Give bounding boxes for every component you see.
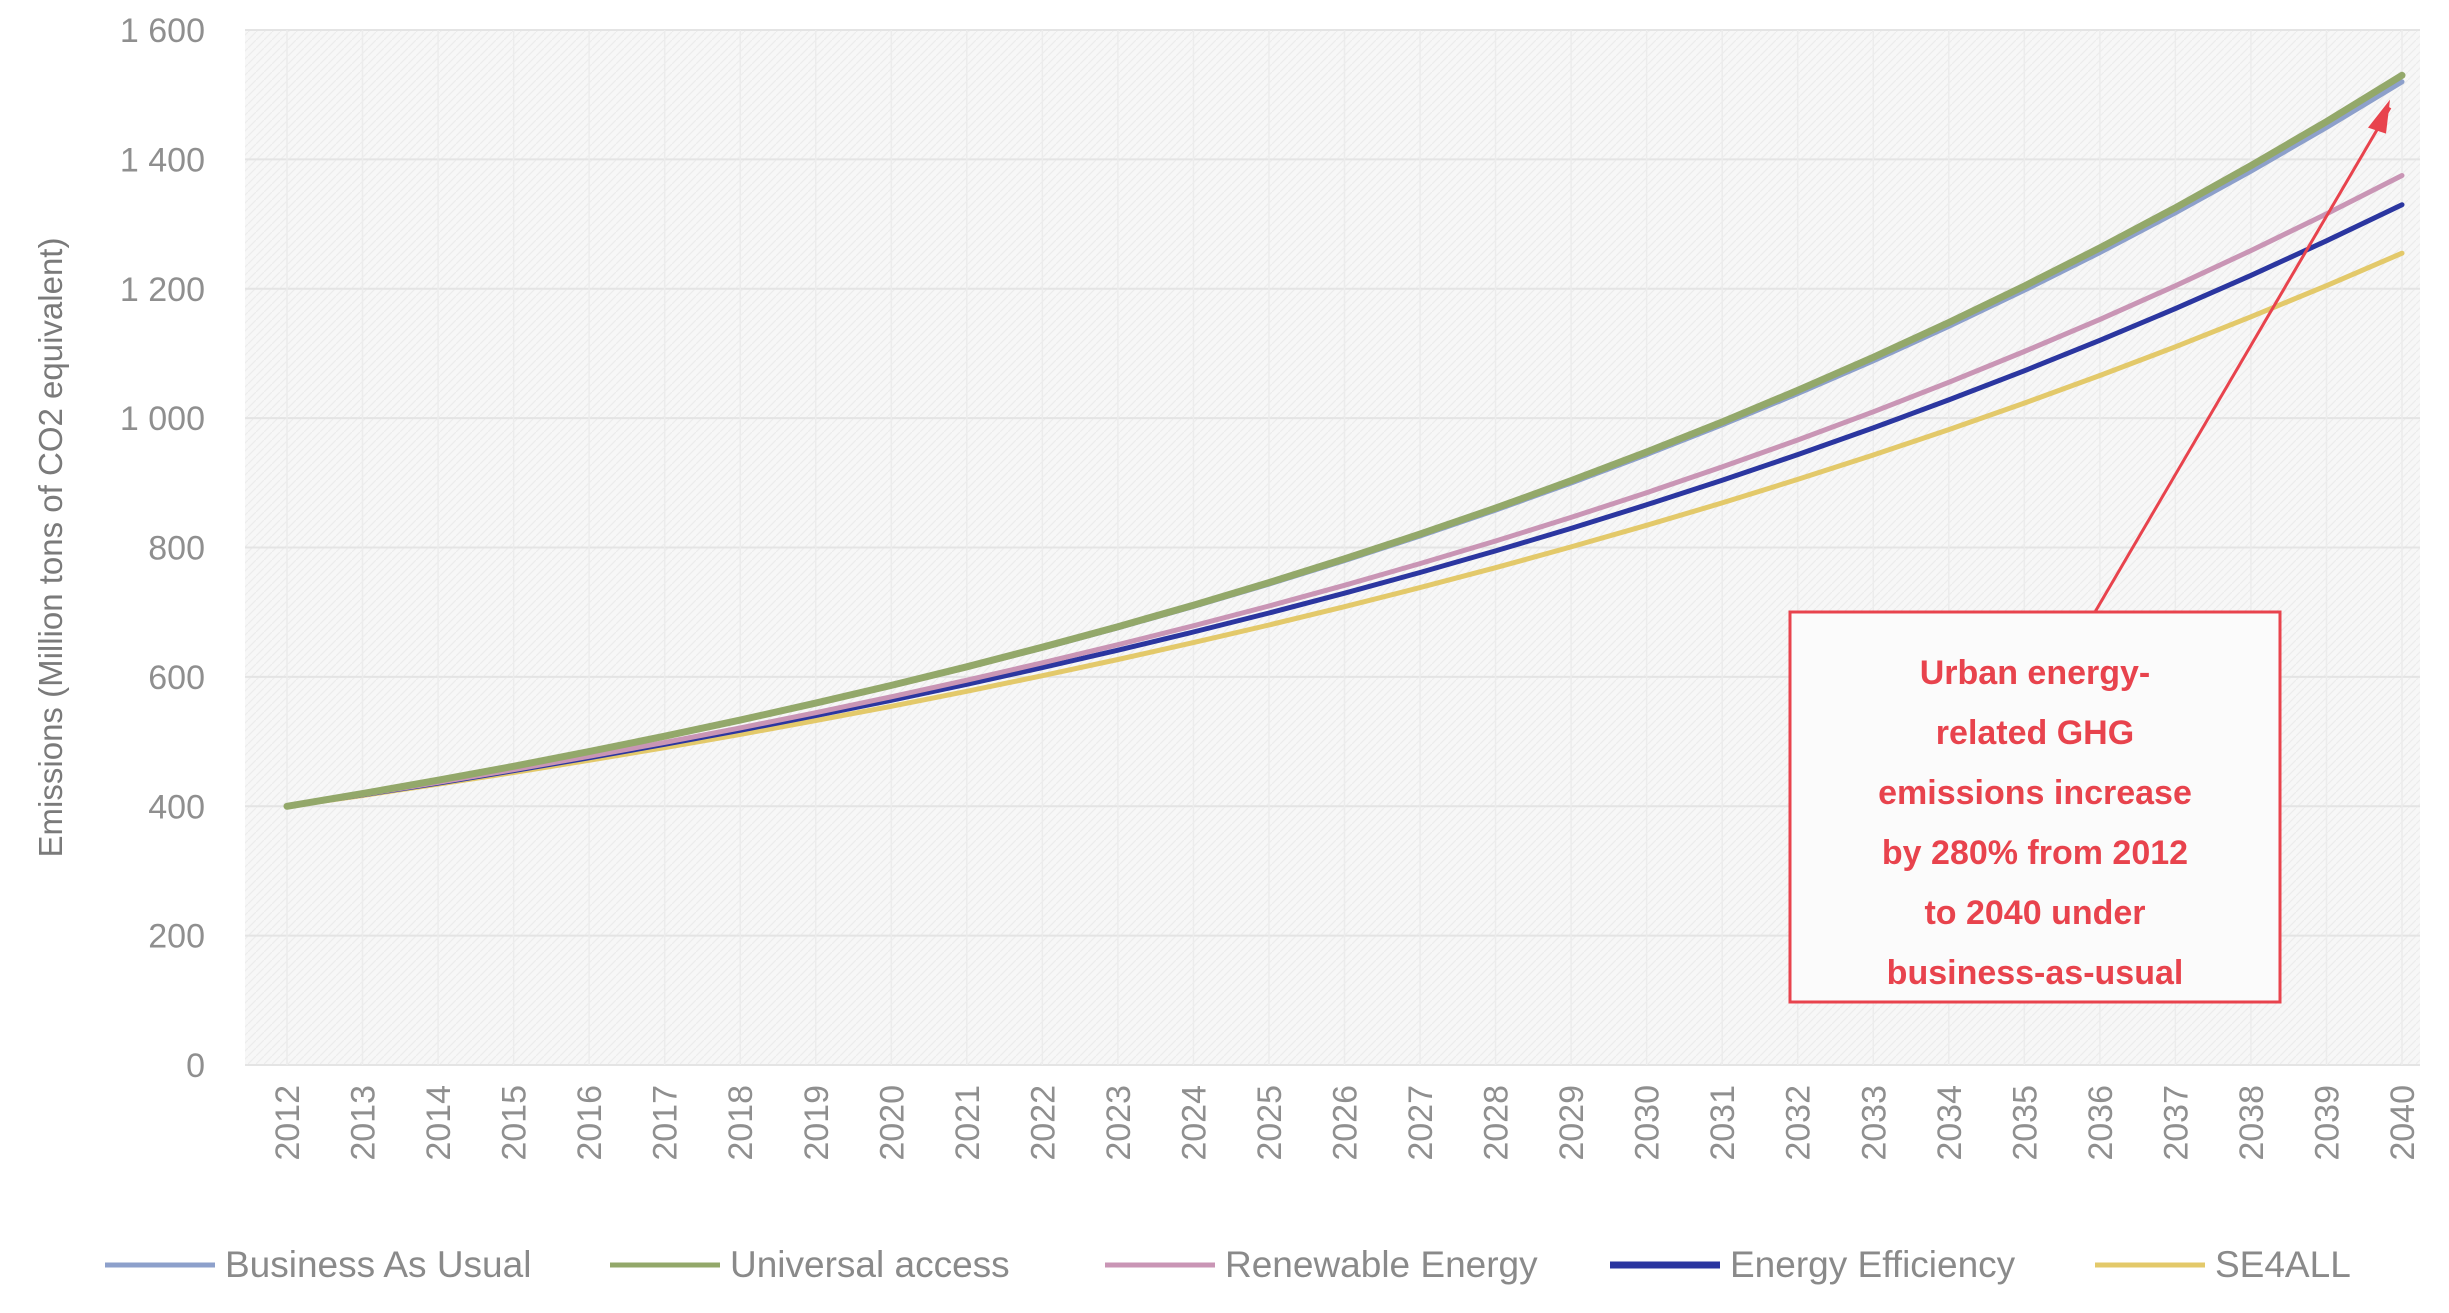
series-line-universal-access — [283, 71, 2406, 810]
series-line-se4all — [284, 250, 2405, 809]
x-tick-label: 2030 — [1629, 1085, 1667, 1161]
x-tick-label: 2024 — [1175, 1085, 1213, 1161]
y-tick-label: 400 — [148, 788, 205, 826]
annotation-arrowhead — [2368, 99, 2390, 134]
legend-label: Business As Usual — [225, 1244, 531, 1285]
x-tick-label: 2018 — [722, 1085, 760, 1161]
x-tick-label: 2017 — [647, 1085, 685, 1161]
annotation-text-line: business-as-usual — [1887, 954, 2184, 992]
annotation: Urban energy-related GHG emissions increa… — [1788, 99, 2392, 1004]
annotation-text-line: emissions increase — [1878, 774, 2192, 812]
x-tick-label: 2012 — [269, 1085, 307, 1161]
x-tick-label: 2028 — [1478, 1085, 1516, 1161]
legend-label: Renewable Energy — [1225, 1244, 1538, 1285]
x-tick-label: 2016 — [571, 1085, 609, 1161]
legend: Business As Usual Universal access Renewab… — [105, 1244, 2351, 1285]
x-tick-label: 2036 — [2082, 1085, 2120, 1161]
x-tick-label: 2026 — [1327, 1085, 1365, 1161]
series-line-renewable-energy — [284, 173, 2405, 809]
series-lines — [283, 71, 2406, 810]
annotation-text-line: by 280% from 2012 — [1882, 834, 2188, 872]
y-tick-label: 800 — [148, 530, 205, 568]
x-tick-label: 2020 — [873, 1085, 911, 1161]
x-tick-label: 2031 — [1704, 1085, 1742, 1161]
annotation-arrow — [2093, 106, 2392, 613]
y-tick-label: 1 400 — [120, 141, 205, 179]
y-tick-label: 1 200 — [120, 271, 205, 309]
x-tick-label: 2014 — [420, 1085, 458, 1161]
x-tick-label: 2023 — [1100, 1085, 1138, 1161]
x-tick-label: 2035 — [2006, 1085, 2044, 1161]
annotation-text-line: to 2040 under — [1924, 894, 2145, 932]
x-tick-label: 2039 — [2308, 1085, 2346, 1161]
legend-label: SE4ALL — [2215, 1244, 2351, 1285]
x-tick-label: 2029 — [1553, 1085, 1591, 1161]
x-tick-label: 2038 — [2233, 1085, 2271, 1161]
annotation-box — [1788, 610, 2282, 1004]
x-tick-label: 2015 — [496, 1085, 534, 1161]
annotation-text-line: related GHG — [1936, 714, 2134, 752]
y-tick-label: 600 — [148, 659, 205, 697]
x-tick-label: 2034 — [1931, 1085, 1969, 1161]
y-tick-label: 200 — [148, 918, 205, 956]
x-tick-label: 2040 — [2384, 1085, 2422, 1161]
annotation-text-line: Urban energy- — [1920, 654, 2151, 692]
y-axis-ticks: 0 200 400 600 800 1 000 1 200 1 400 1 600 — [120, 12, 205, 1085]
x-axis-ticks: 2012 2013 2014 2015 2016 2017 2018 2019 2020 2021… — [269, 1085, 2422, 1161]
x-tick-label: 2037 — [2157, 1085, 2195, 1161]
legend-label: Universal access — [730, 1244, 1010, 1285]
legend-label: Energy Efficiency — [1730, 1244, 2016, 1285]
x-tick-label: 2021 — [949, 1085, 987, 1161]
x-tick-label: 2022 — [1024, 1085, 1062, 1161]
x-tick-label: 2013 — [345, 1085, 383, 1161]
x-tick-label: 2019 — [798, 1085, 836, 1161]
x-tick-label: 2027 — [1402, 1085, 1440, 1161]
x-tick-label: 2025 — [1251, 1085, 1289, 1161]
y-tick-label: 1 600 — [120, 12, 205, 50]
y-tick-label: 1 000 — [120, 400, 205, 438]
y-tick-label: 0 — [186, 1047, 205, 1085]
y-axis-title: Emissions (Million tons of CO2 equivalen… — [32, 238, 69, 858]
x-tick-label: 2032 — [1780, 1085, 1818, 1161]
x-tick-label: 2033 — [1855, 1085, 1893, 1161]
